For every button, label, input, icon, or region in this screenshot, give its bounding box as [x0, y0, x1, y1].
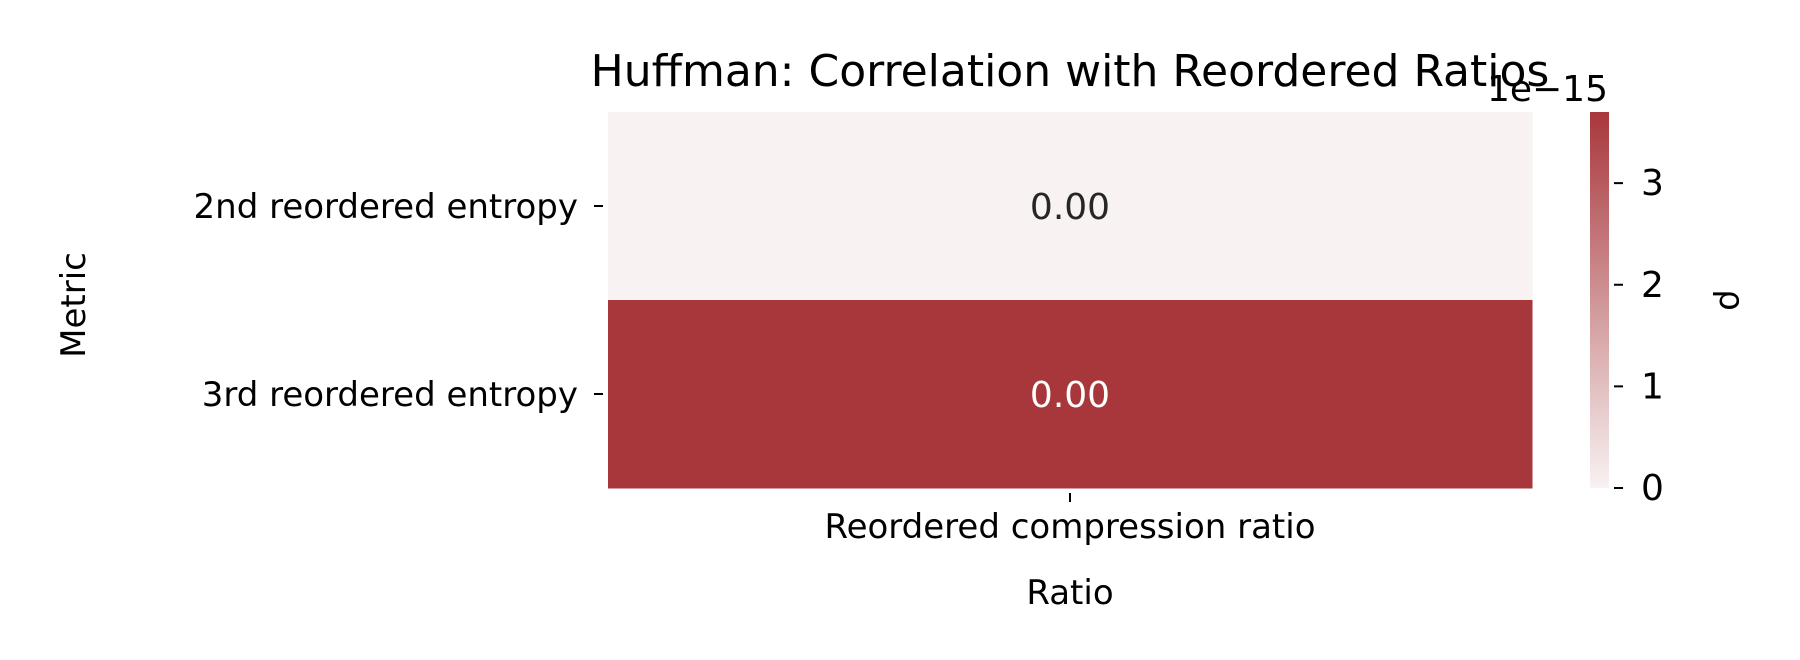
y-axis-label: Metric — [54, 252, 94, 358]
x-axis-label: Ratio — [1026, 573, 1113, 613]
heatmap-cells — [608, 112, 1533, 489]
y-tick-label: 2nd reordered entropy — [194, 187, 578, 227]
heatmap-cell-labels: 0.00 0.00 — [1030, 187, 1110, 416]
chart-title: Huffman: Correlation with Reordered Rati… — [591, 46, 1550, 97]
y-tick-label: 3rd reordered entropy — [202, 375, 578, 415]
colorbar-tick-label: 0 — [1641, 468, 1664, 509]
cell-value-label: 0.00 — [1030, 187, 1110, 228]
colorbar-offset-text: 1e−15 — [1487, 69, 1608, 110]
colorbar-ticks: 0 1 2 3 — [1614, 163, 1664, 509]
colorbar-gradient — [1590, 112, 1609, 488]
colorbar-label: ρ — [1711, 289, 1751, 311]
y-axis: 2nd reordered entropy 3rd reordered entro… — [194, 187, 603, 415]
colorbar-tick-label: 1 — [1641, 366, 1664, 407]
x-axis: Reordered compression ratio — [824, 493, 1316, 547]
colorbar: 0 1 2 3 1e−15 ρ — [1487, 69, 1751, 509]
heatmap-cell — [608, 300, 1533, 489]
cell-value-label: 0.00 — [1030, 375, 1110, 416]
colorbar-tick-label: 3 — [1641, 163, 1664, 204]
x-tick-label: Reordered compression ratio — [824, 507, 1315, 547]
colorbar-tick-label: 2 — [1641, 265, 1664, 306]
heatmap-cell — [608, 112, 1533, 301]
